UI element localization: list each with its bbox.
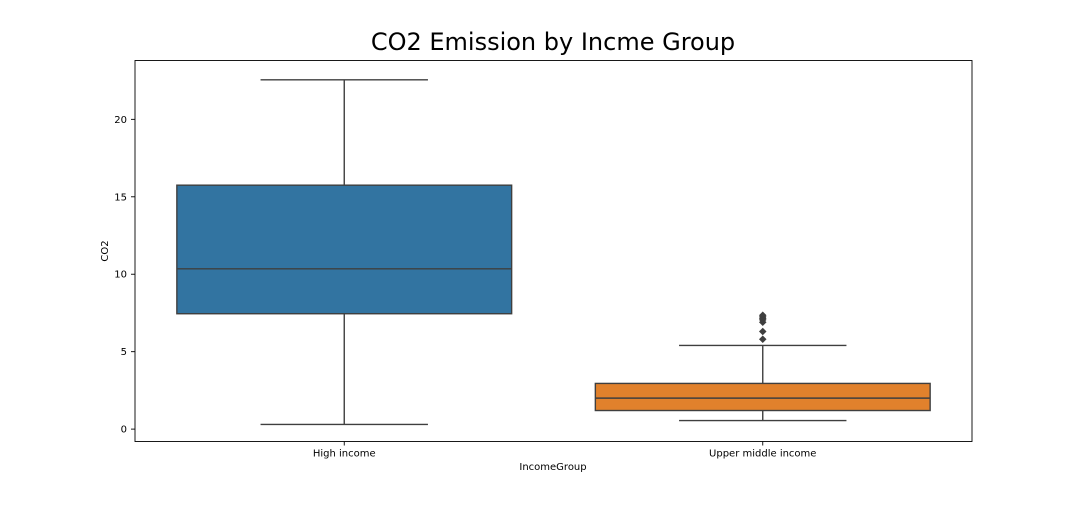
y-tick-label: 0 [121,425,127,436]
box-group-1 [176,79,513,426]
x-tick-label: High income [313,449,376,460]
x-tick-label: Upper middle income [709,449,816,460]
y-tick-label: 10 [114,270,127,281]
outlier-point [758,311,767,320]
x-axis-label: IncomeGroup [519,462,586,473]
box-iqr [594,382,931,412]
plot-frame [134,60,973,442]
y-tick-label: 15 [114,192,127,203]
outlier-point [758,335,767,344]
plot-marks [176,79,931,426]
chart-title: CO2 Emission by Incme Group [370,28,736,56]
x-axis: High income Upper middle income [313,441,816,460]
box-iqr [176,184,513,315]
outlier-point [758,327,767,336]
y-tick-label: 20 [114,115,127,126]
y-axis-label: CO2 [100,240,111,261]
y-axis: 0 5 10 15 20 [114,115,135,436]
box-group-2 [594,311,931,422]
y-tick-label: 5 [121,347,127,358]
